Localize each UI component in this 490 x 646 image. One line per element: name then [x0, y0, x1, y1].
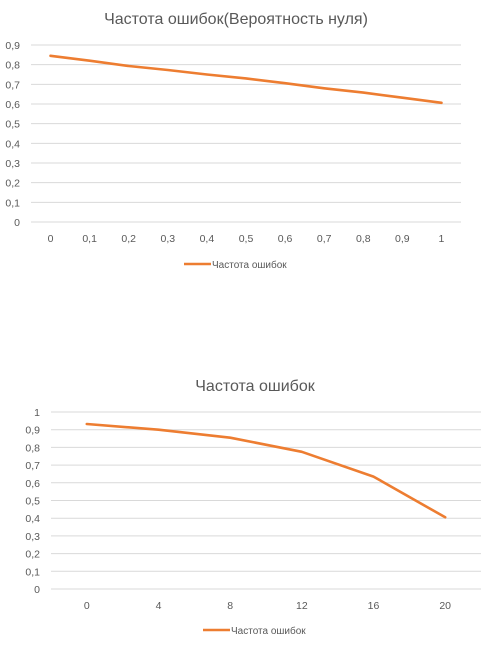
y-tick-label: 0 — [34, 584, 40, 596]
x-tick-label: 1 — [439, 233, 445, 245]
x-tick-label: 20 — [439, 600, 451, 612]
data-point — [167, 69, 169, 71]
y-tick-label: 0,3 — [25, 531, 40, 543]
y-tick-label: 0,8 — [25, 442, 40, 454]
y-tick-label: 0,6 — [5, 99, 20, 111]
x-tick-label: 0,4 — [200, 233, 215, 245]
x-tick-label: 0,5 — [239, 233, 254, 245]
y-tick-label: 0,7 — [5, 79, 20, 91]
x-tick-label: 0,1 — [82, 233, 97, 245]
x-tick-label: 16 — [368, 600, 380, 612]
y-tick-label: 0,1 — [5, 197, 20, 209]
data-point — [245, 77, 247, 80]
chart-title: Частота ошибок — [195, 378, 315, 395]
y-tick-label: 0,9 — [5, 40, 20, 52]
chart-error-rate-zero-probability: Частота ошибок(Вероятность нуля) 0 0,1 0,2 0… — [0, 0, 490, 285]
data-point — [372, 475, 375, 478]
data-point — [440, 102, 443, 104]
data-point — [444, 516, 446, 519]
data-point — [206, 73, 208, 76]
legend-label: Частота ошибок — [212, 259, 287, 271]
y-tick-label: 1 — [34, 407, 40, 419]
y-tick-label: 0,1 — [25, 566, 40, 578]
y-tick-label: 0,8 — [5, 60, 20, 72]
series-line — [49, 54, 443, 105]
data-point — [88, 59, 91, 62]
x-tick-label: 8 — [227, 600, 233, 612]
data-point — [301, 451, 303, 453]
data-point — [362, 91, 365, 94]
y-tick-label: 0,6 — [25, 478, 40, 490]
data-point — [284, 82, 286, 84]
y-tick-label: 0,5 — [25, 496, 40, 508]
series-line — [85, 422, 447, 519]
y-tick-label: 0,9 — [25, 425, 40, 437]
data-point — [229, 436, 231, 439]
x-tick-label: 0,8 — [356, 233, 371, 245]
chart-title: Частота ошибок(Вероятность нуля) — [104, 11, 368, 28]
data-point — [157, 428, 160, 431]
x-tick-label: 0 — [84, 600, 90, 612]
y-tick-label: 0,3 — [5, 158, 20, 170]
data-point — [323, 87, 325, 90]
x-tick-label: 0 — [48, 233, 54, 245]
x-tick-label: 0,6 — [278, 233, 293, 245]
y-tick-label: 0 — [14, 217, 20, 229]
data-point — [86, 423, 88, 425]
y-tick-label: 0,5 — [5, 119, 20, 131]
data-point — [401, 96, 404, 99]
x-tick-label: 0,9 — [395, 233, 410, 245]
y-tick-label: 0,7 — [25, 460, 40, 472]
x-tick-label: 12 — [296, 600, 308, 612]
y-tick-label: 0,4 — [5, 138, 20, 150]
x-tick-label: 4 — [156, 600, 162, 612]
y-tick-label: 0,4 — [25, 513, 40, 525]
y-tick-label: 0,2 — [5, 178, 20, 190]
chart-2-svg: Частота ошибок 0 0,1 0,2 0,3 0,4 0,5 0,6 0,7 0,8 0… — [25, 378, 481, 637]
x-tick-label: 0,2 — [121, 233, 136, 245]
data-point — [49, 55, 52, 57]
x-tick-label: 0,7 — [317, 233, 332, 245]
data-point — [127, 65, 130, 67]
chart-1-svg: Частота ошибок(Вероятность нуля) 0 0,1 0,2 0… — [5, 11, 461, 271]
legend-label: Частота ошибок — [231, 625, 306, 637]
x-tick-label: 0,3 — [161, 233, 176, 245]
y-tick-label: 0,2 — [25, 549, 40, 561]
chart-error-rate: Частота ошибок 0 0,1 0,2 0,3 0,4 0,5 0,6 0,7 0,8 0… — [0, 365, 490, 646]
